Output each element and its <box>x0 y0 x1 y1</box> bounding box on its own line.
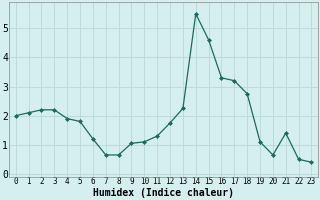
X-axis label: Humidex (Indice chaleur): Humidex (Indice chaleur) <box>93 188 234 198</box>
